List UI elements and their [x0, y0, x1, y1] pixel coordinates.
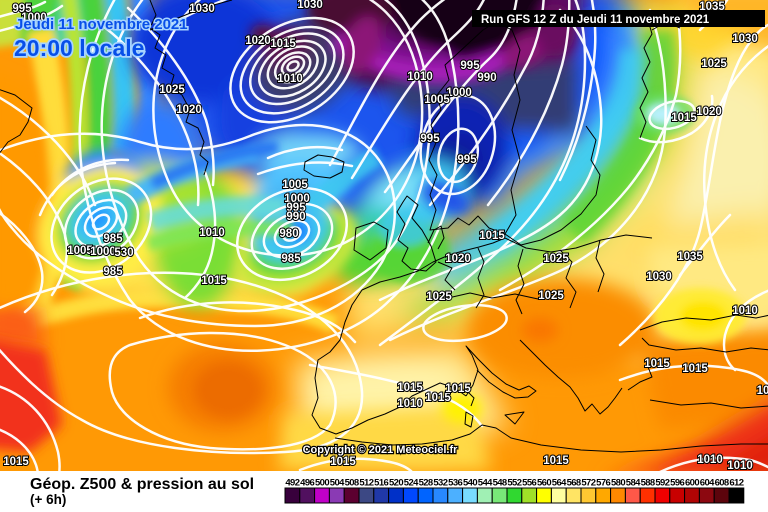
svg-text:492: 492: [285, 478, 299, 489]
svg-text:1030: 1030: [297, 0, 323, 11]
svg-text:536: 536: [448, 478, 462, 489]
svg-text:608: 608: [715, 478, 729, 489]
svg-text:600: 600: [685, 478, 699, 489]
svg-text:524: 524: [404, 478, 419, 489]
svg-text:1035: 1035: [677, 251, 703, 263]
svg-text:1025: 1025: [538, 290, 564, 302]
svg-text:544: 544: [478, 478, 493, 489]
svg-text:556: 556: [522, 478, 536, 489]
svg-text:572: 572: [581, 478, 595, 489]
svg-text:1030: 1030: [189, 3, 215, 15]
svg-text:592: 592: [655, 478, 669, 489]
svg-text:1000: 1000: [21, 12, 47, 24]
svg-text:596: 596: [670, 478, 684, 489]
svg-text:1015: 1015: [445, 383, 471, 395]
svg-text:1015: 1015: [543, 455, 569, 467]
svg-text:1015: 1015: [270, 38, 296, 50]
svg-text:1020: 1020: [445, 253, 471, 265]
svg-text:Copyright © 2021 Meteociel.fr: Copyright © 2021 Meteociel.fr: [303, 444, 459, 456]
svg-text:995: 995: [420, 133, 440, 145]
svg-text:985: 985: [103, 233, 123, 245]
svg-text:1025: 1025: [426, 291, 452, 303]
svg-text:530: 530: [114, 247, 133, 259]
svg-text:1020: 1020: [696, 106, 722, 118]
svg-text:980: 980: [279, 228, 298, 240]
svg-text:516: 516: [374, 478, 388, 489]
svg-text:552: 552: [507, 478, 521, 489]
svg-text:985: 985: [281, 253, 301, 265]
svg-text:1010: 1010: [727, 460, 753, 472]
svg-text:995: 995: [286, 202, 306, 214]
svg-text:1025: 1025: [159, 84, 185, 96]
svg-text:1010: 1010: [199, 227, 225, 239]
svg-text:1010: 1010: [732, 305, 758, 317]
svg-text:Run GFS 12 Z du Jeudi 11 novem: Run GFS 12 Z du Jeudi 11 novembre 2021: [481, 14, 710, 26]
svg-text:1025: 1025: [543, 253, 569, 265]
svg-text:10: 10: [757, 385, 768, 397]
svg-text:504: 504: [330, 478, 345, 489]
svg-text:1015: 1015: [3, 456, 29, 468]
svg-text:1000: 1000: [446, 87, 472, 99]
svg-text:1015: 1015: [682, 363, 708, 375]
svg-text:(+ 6h): (+ 6h): [30, 492, 66, 507]
svg-text:995: 995: [457, 154, 477, 166]
svg-text:560: 560: [537, 478, 551, 489]
svg-text:1015: 1015: [330, 456, 356, 468]
svg-text:1015: 1015: [201, 275, 227, 287]
svg-text:532: 532: [433, 478, 447, 489]
svg-text:1015: 1015: [644, 358, 670, 370]
svg-text:528: 528: [419, 478, 433, 489]
svg-text:1030: 1030: [646, 271, 672, 283]
svg-text:576: 576: [596, 478, 610, 489]
svg-text:1020: 1020: [245, 35, 271, 47]
svg-text:1020: 1020: [176, 104, 202, 116]
svg-text:1015: 1015: [397, 382, 423, 394]
svg-text:564: 564: [552, 478, 567, 489]
svg-text:604: 604: [700, 478, 715, 489]
svg-text:584: 584: [626, 478, 641, 489]
svg-text:496: 496: [300, 478, 314, 489]
svg-text:500: 500: [315, 478, 329, 489]
svg-text:1015: 1015: [671, 112, 697, 124]
svg-text:512: 512: [359, 478, 373, 489]
svg-text:1005: 1005: [282, 179, 308, 191]
svg-text:1000: 1000: [284, 193, 310, 205]
svg-text:990: 990: [286, 211, 305, 223]
svg-text:1025: 1025: [701, 58, 727, 70]
svg-text:580: 580: [611, 478, 625, 489]
svg-text:1010: 1010: [397, 398, 423, 410]
svg-text:508: 508: [345, 478, 359, 489]
svg-text:985: 985: [103, 266, 123, 278]
svg-text:1005: 1005: [424, 94, 450, 106]
svg-text:520: 520: [389, 478, 403, 489]
svg-text:1010: 1010: [277, 73, 303, 85]
svg-text:1000: 1000: [90, 246, 116, 258]
svg-text:612: 612: [729, 478, 743, 489]
svg-text:568: 568: [567, 478, 581, 489]
svg-text:995: 995: [12, 3, 32, 15]
svg-text:Jeudi 11 novembre 2021: Jeudi 11 novembre 2021: [15, 16, 188, 33]
svg-text:1015: 1015: [479, 230, 505, 242]
svg-text:1030: 1030: [732, 33, 758, 45]
svg-text:Géop. Z500 & pression au sol: Géop. Z500 & pression au sol: [30, 476, 254, 493]
svg-text:1010: 1010: [407, 71, 433, 83]
svg-text:1015: 1015: [425, 392, 451, 404]
svg-text:1010: 1010: [697, 454, 723, 466]
svg-text:995: 995: [460, 60, 480, 72]
svg-text:990: 990: [477, 72, 496, 84]
svg-text:1005: 1005: [67, 245, 93, 257]
svg-text:540: 540: [463, 478, 477, 489]
svg-text:588: 588: [641, 478, 655, 489]
svg-text:548: 548: [493, 478, 507, 489]
svg-text:20:00 locale: 20:00 locale: [14, 35, 144, 61]
